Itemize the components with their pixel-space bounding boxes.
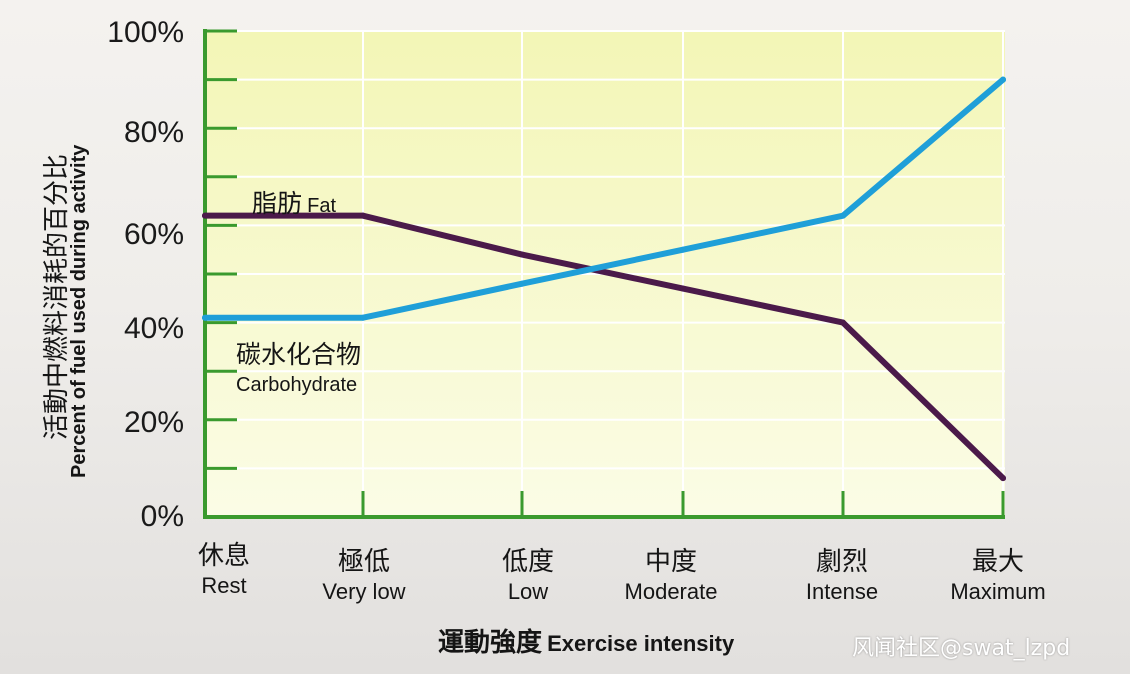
fat-series-label: 脂肪 Fat bbox=[252, 184, 336, 220]
x-category-rest-zh: 休息 bbox=[197, 541, 250, 571]
data-point-carbohydrate-5 bbox=[1000, 76, 1006, 83]
x-axis-title: 運動強度 Exercise intensity bbox=[438, 622, 734, 659]
series-lines bbox=[202, 76, 1006, 482]
data-point-fat-0 bbox=[202, 212, 208, 219]
y-tick-label-20: 20% bbox=[123, 406, 184, 439]
x-category-intense-en: Intense bbox=[805, 579, 879, 604]
y-tick-label-80: 80% bbox=[123, 116, 184, 149]
x-category-low: 低度 Low bbox=[448, 546, 608, 606]
y-tick-label-40: 40% bbox=[123, 312, 184, 345]
data-point-carbohydrate-0 bbox=[202, 314, 208, 321]
x-category-maximum: 最大 Maximum bbox=[918, 546, 1078, 606]
x-category-very-low: 極低 Very low bbox=[284, 546, 444, 606]
x-category-moderate-en: Moderate bbox=[624, 579, 718, 604]
x-axis-title-chinese: 運動強度 bbox=[438, 628, 543, 658]
fat-label-chinese: 脂肪 bbox=[252, 189, 303, 218]
x-category-intense: 劇烈 Intense bbox=[762, 546, 922, 606]
x-category-moderate: 中度 Moderate bbox=[591, 546, 751, 606]
carbohydrate-series-label: 碳水化合物 Carbohydrate bbox=[236, 340, 361, 400]
y-tick-label-0: 0% bbox=[140, 500, 184, 533]
carbohydrate-label-english: Carbohydrate bbox=[236, 374, 358, 396]
x-category-low-en: Low bbox=[507, 579, 549, 604]
axes bbox=[203, 29, 1005, 519]
x-category-maximum-zh: 最大 bbox=[971, 547, 1024, 577]
watermark: 风闻社区@swat_lzpd bbox=[852, 636, 1071, 661]
data-point-fat-4 bbox=[840, 319, 846, 326]
data-point-fat-5 bbox=[1000, 475, 1006, 482]
y-tick-label-60: 60% bbox=[123, 218, 184, 251]
x-category-rest-en: Rest bbox=[201, 573, 247, 598]
x-category-moderate-zh: 中度 bbox=[644, 547, 697, 577]
data-point-carbohydrate-1 bbox=[360, 314, 366, 321]
data-point-fat-1 bbox=[360, 212, 366, 219]
x-category-maximum-en: Maximum bbox=[950, 579, 1046, 604]
x-axis-title-english: Exercise intensity bbox=[547, 631, 735, 656]
x-category-very-low-en: Very low bbox=[322, 579, 406, 604]
data-point-fat-2 bbox=[519, 251, 525, 258]
data-point-carbohydrate-2 bbox=[519, 280, 525, 287]
data-point-carbohydrate-4 bbox=[840, 212, 846, 219]
carbohydrate-label-chinese: 碳水化合物 bbox=[236, 340, 362, 369]
x-category-very-low-zh: 極低 bbox=[337, 547, 390, 577]
series-line-fat bbox=[202, 212, 1006, 482]
x-category-low-zh: 低度 bbox=[501, 547, 554, 577]
y-tick-label-100: 100% bbox=[107, 16, 184, 49]
series-line-carbohydrate bbox=[202, 76, 1006, 321]
x-category-rest: 休息 Rest bbox=[144, 540, 304, 600]
fat-label-english: Fat bbox=[307, 195, 337, 217]
data-point-fat-3 bbox=[680, 285, 686, 292]
x-category-intense-zh: 劇烈 bbox=[815, 547, 868, 577]
data-point-carbohydrate-3 bbox=[680, 246, 686, 253]
